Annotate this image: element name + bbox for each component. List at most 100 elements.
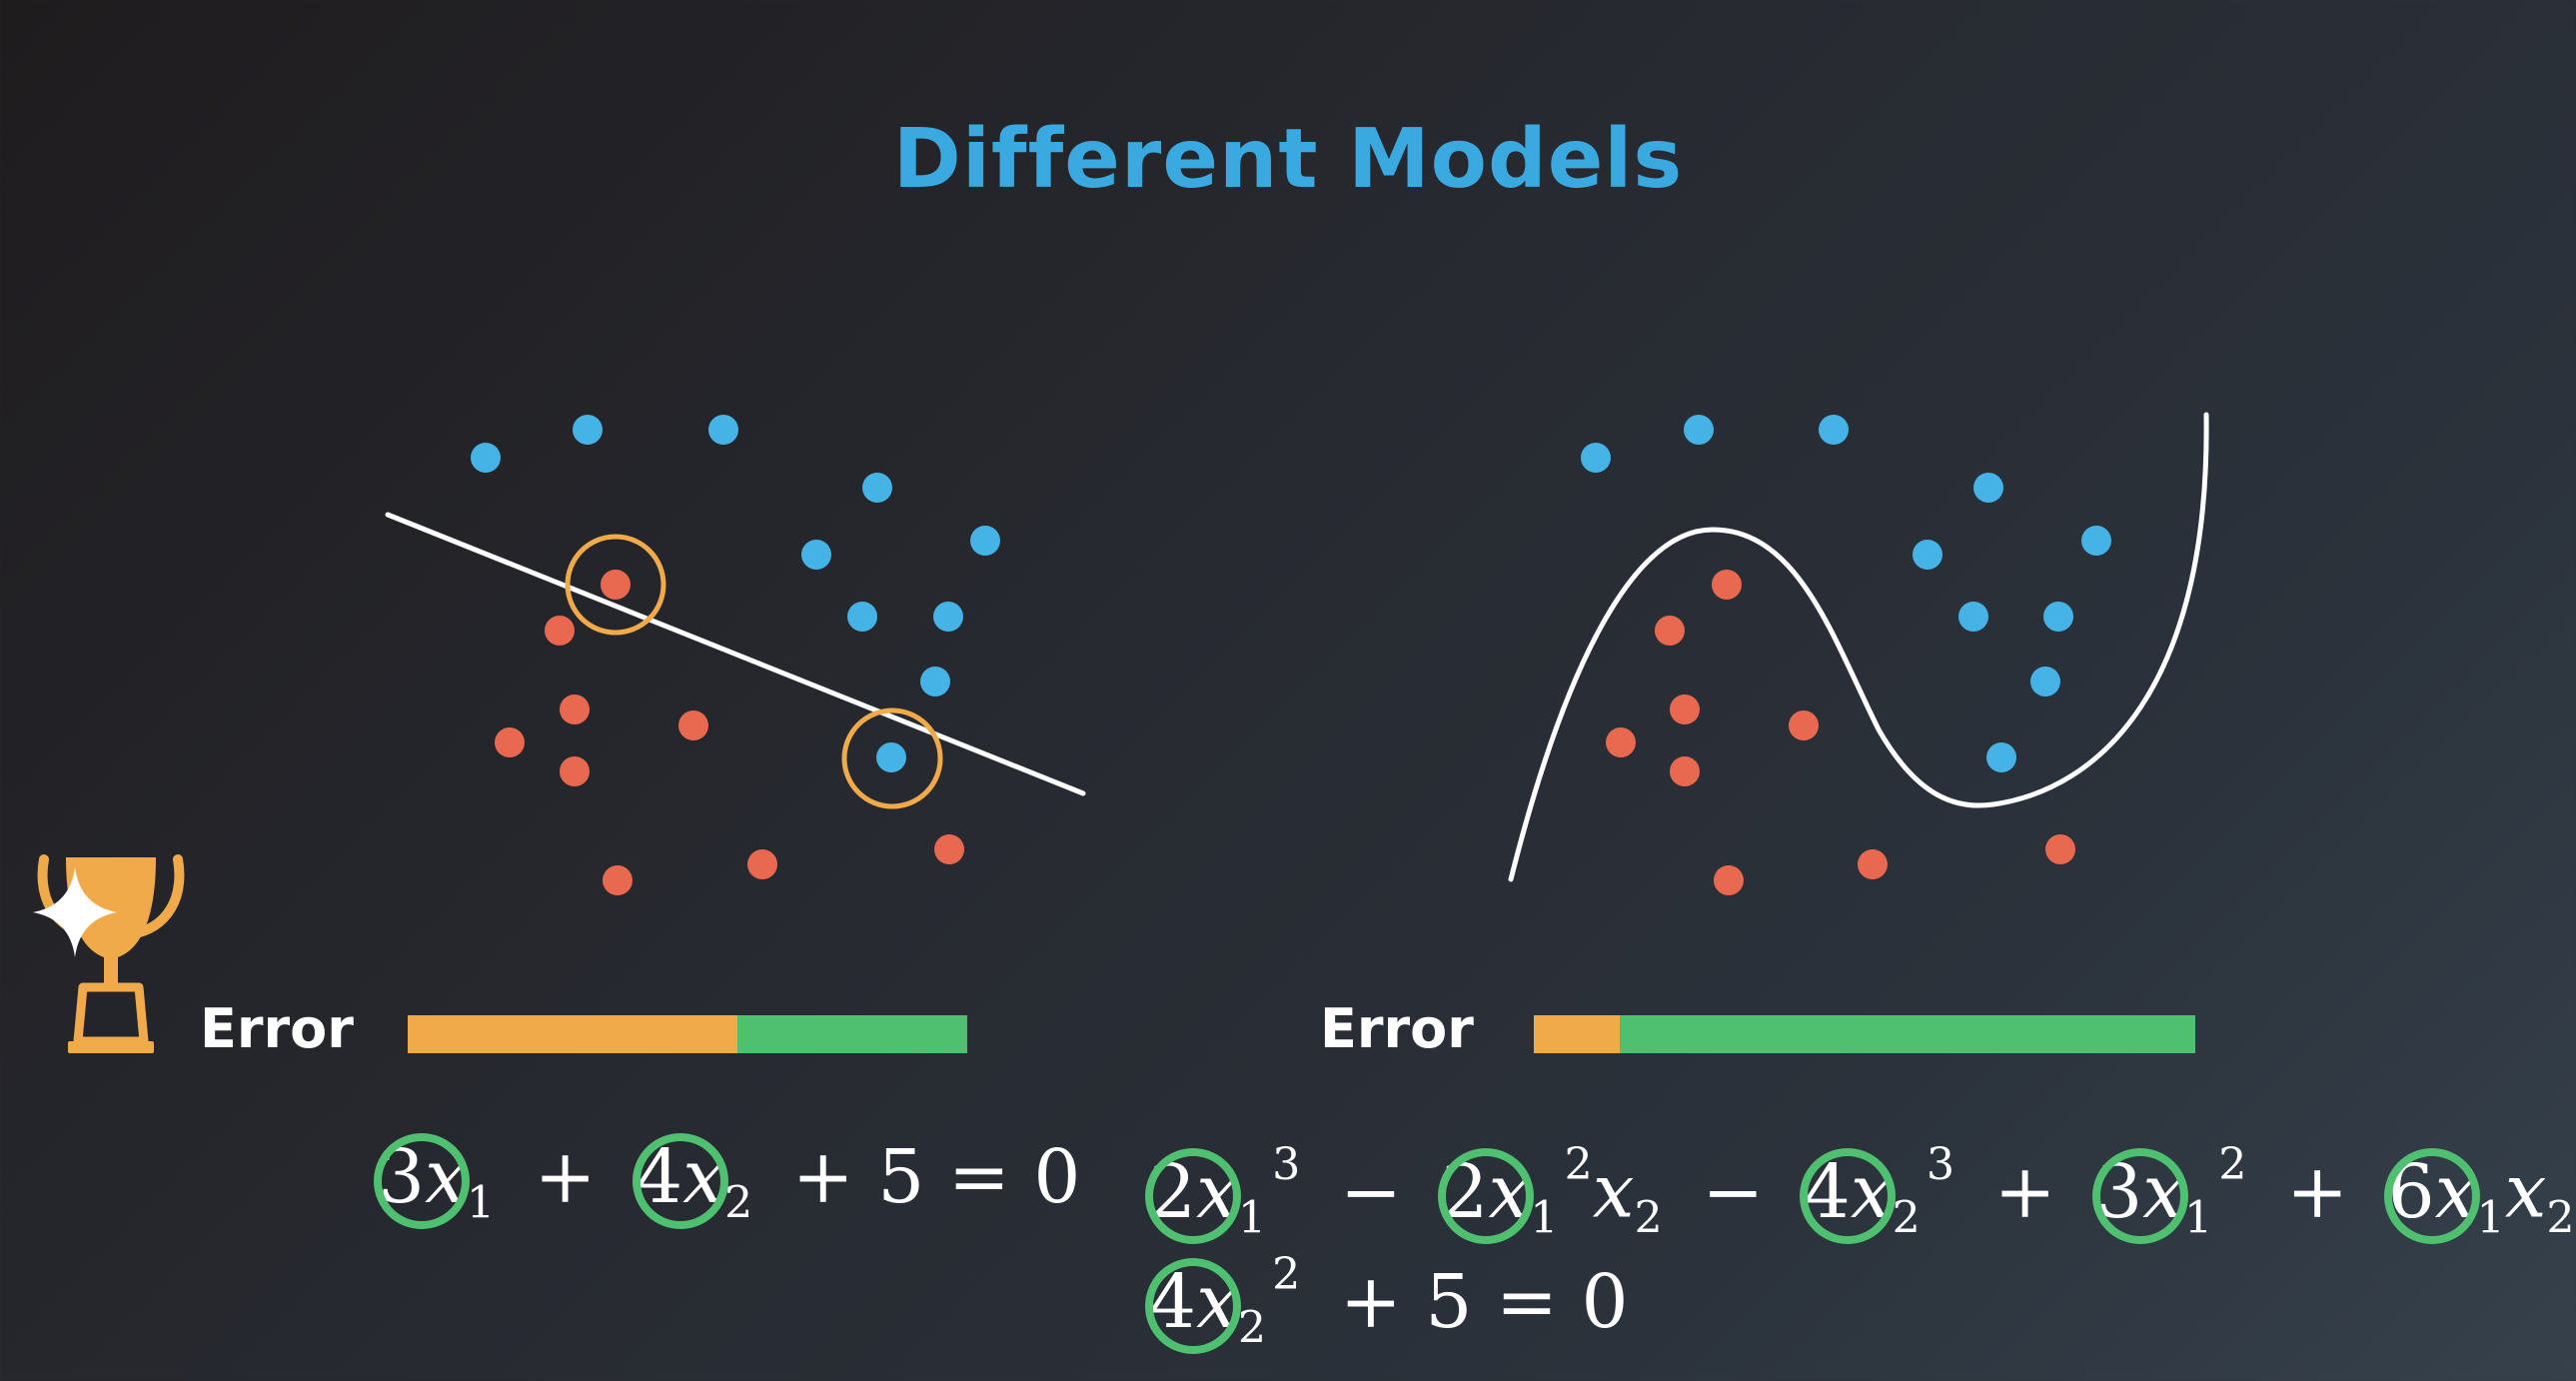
variable: x <box>682 1134 724 1220</box>
variable: x <box>2434 1148 2477 1235</box>
linear-error-label: Error <box>200 997 354 1060</box>
coefficient-ring: 4x <box>1145 1257 1242 1354</box>
subscript: 1 <box>466 1177 496 1229</box>
operator: + <box>534 1134 597 1220</box>
variable: x <box>2142 1148 2185 1235</box>
variable: x <box>1196 1148 1238 1235</box>
subscript: 2 <box>1634 1192 1663 1244</box>
red-point <box>603 865 633 895</box>
variable: x <box>425 1134 467 1220</box>
subscript: 1 <box>2184 1192 2213 1244</box>
blue-point <box>847 602 877 632</box>
subscript: 2 <box>1237 1302 1267 1354</box>
coefficient-ring: 2x <box>1145 1147 1242 1244</box>
polynomial-error-fill <box>1534 1015 1621 1053</box>
red-point <box>1789 710 1819 740</box>
linear-error-fill <box>408 1015 738 1053</box>
subscript: 1 <box>2476 1192 2505 1244</box>
red-point <box>1858 849 1888 879</box>
operator: − <box>1339 1148 1402 1235</box>
red-point <box>2045 834 2075 864</box>
red-point <box>560 756 590 786</box>
coefficient-ring: 3x <box>2091 1147 2188 1244</box>
polynomial-error-bar <box>1534 1015 2195 1053</box>
operator: + <box>2286 1148 2349 1235</box>
coefficient: 4 <box>636 1134 683 1220</box>
red-point <box>545 616 575 646</box>
coefficient: 2 <box>1441 1148 1489 1235</box>
blue-point <box>1973 473 2003 503</box>
subscript: 1 <box>1530 1192 1559 1244</box>
blue-point <box>1986 742 2016 772</box>
exponent: 2 <box>1272 1249 1301 1300</box>
exponent: 3 <box>1272 1139 1301 1190</box>
subscript: 2 <box>723 1177 753 1229</box>
red-point <box>1655 616 1685 646</box>
red-point <box>495 727 525 757</box>
coefficient-ring: 3x <box>374 1133 471 1229</box>
polynomial-error-remainder <box>1620 1015 2195 1053</box>
trophy-icon <box>37 854 185 1053</box>
polynomial-equation-line-1: 2x13 − 2x12x2 − 4x23 + 3x12 + 6x1x2 + <box>1145 1139 2576 1244</box>
blue-point <box>862 473 892 503</box>
red-point <box>934 834 964 864</box>
blue-point <box>1819 415 1849 445</box>
linear-error-remainder <box>737 1015 967 1053</box>
blue-point <box>573 415 603 445</box>
red-point <box>1606 727 1636 757</box>
blue-point <box>471 443 501 473</box>
equation-tail: + 5 = 0 <box>1339 1258 1629 1345</box>
blue-point <box>1581 443 1611 473</box>
linear-equation: 3x1 + 4x2 + 5 = 0 <box>374 1133 1097 1229</box>
variable: x <box>1488 1148 1531 1235</box>
blue-point <box>708 415 738 445</box>
blue-point <box>970 526 1000 556</box>
red-point <box>1712 570 1742 600</box>
equation-tail: + 5 = 0 <box>791 1134 1081 1220</box>
operator: + <box>1993 1148 2056 1235</box>
coefficient: 3 <box>378 1134 426 1220</box>
coefficient-ring: 4x <box>632 1133 728 1229</box>
blue-point <box>1958 602 1988 632</box>
misclassified-highlight-ring <box>841 707 943 809</box>
exponent: 3 <box>1926 1139 1955 1190</box>
variable: x <box>2504 1148 2547 1235</box>
blue-point-misclassified <box>876 742 906 772</box>
coefficient: 2 <box>1149 1148 1197 1235</box>
blue-point <box>1684 415 1714 445</box>
page-title: Different Models <box>892 112 1684 207</box>
blue-point <box>2030 667 2060 696</box>
polynomial-boundary <box>1508 412 2209 882</box>
blue-point <box>2081 526 2111 556</box>
coefficient-ring: 4x <box>1800 1147 1897 1244</box>
red-point <box>747 849 777 879</box>
exponent: 2 <box>2218 1139 2247 1190</box>
exponent: 2 <box>1564 1139 1593 1190</box>
red-point <box>1670 694 1700 724</box>
variable: x <box>1850 1148 1893 1235</box>
coefficient: 4 <box>1149 1258 1197 1345</box>
coefficient: 4 <box>1803 1148 1851 1235</box>
red-point <box>560 694 590 724</box>
blue-point <box>933 602 963 632</box>
operator: − <box>1702 1148 1765 1235</box>
blue-point <box>920 667 950 696</box>
subscript: 2 <box>2546 1192 2575 1244</box>
red-point-misclassified <box>601 570 631 600</box>
blue-point <box>1913 540 1942 570</box>
coefficient-ring: 6x <box>2384 1147 2480 1244</box>
coefficient: 3 <box>2095 1148 2143 1235</box>
linear-boundary <box>385 512 1086 796</box>
red-point <box>1714 865 1744 895</box>
subscript: 2 <box>1892 1192 1921 1244</box>
variable: x <box>1196 1258 1238 1345</box>
polynomial-equation-line-2: 4x22 + 5 = 0 <box>1145 1249 1645 1354</box>
polynomial-error-label: Error <box>1320 997 1474 1060</box>
misclassified-highlight-ring <box>565 534 666 636</box>
coefficient: 6 <box>2387 1148 2435 1235</box>
red-point <box>1670 756 1700 786</box>
linear-error-bar <box>408 1015 967 1053</box>
blue-point <box>801 540 831 570</box>
coefficient-ring: 2x <box>1437 1147 1534 1244</box>
